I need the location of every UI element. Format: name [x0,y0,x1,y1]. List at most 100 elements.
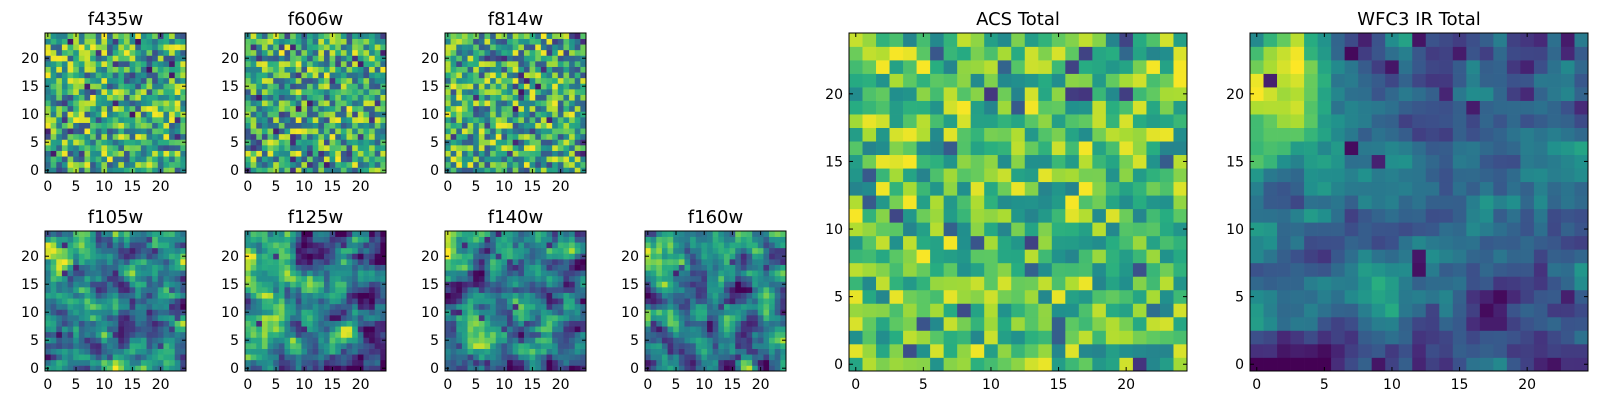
heatmap-cell [174,326,181,333]
heatmap-cell [101,117,108,123]
heatmap-cell [107,49,114,56]
heatmap-cell [107,264,114,271]
heatmap-cell [357,348,364,355]
heatmap-cell [490,72,497,79]
heatmap-cell [690,320,697,327]
heatmap-cell [318,236,325,243]
heatmap-cell [690,331,697,338]
heatmap-cell [718,298,725,305]
heatmap-cell [112,242,119,249]
heatmap-cell [735,292,742,299]
heatmap-cell [118,264,125,271]
heatmap-cell [180,320,187,327]
heatmap-cell [997,262,1012,277]
x-tick-label: 0 [443,179,452,195]
heatmap-cell [690,354,697,361]
heatmap-cell [50,72,57,79]
y-tick-label: 15 [421,79,439,95]
heatmap-cell [146,145,153,151]
heatmap-cell [363,77,370,84]
heatmap-cell [163,117,170,123]
heatmap-cell [67,259,74,265]
heatmap-cell [146,156,153,163]
heatmap-cell [369,331,376,338]
heatmap-cell [84,55,91,62]
heatmap-cell [78,117,85,123]
heatmap-cell [61,38,68,45]
heatmap-cell [490,111,497,118]
heatmap-cell [323,275,330,282]
heatmap-cell [45,275,51,282]
heatmap-cell [123,331,130,338]
heatmap-cell [95,145,102,151]
heatmap-cell [490,167,497,174]
heatmap-cell [256,161,263,168]
heatmap-cell [329,298,336,305]
heatmap-cell [101,242,108,249]
heatmap-cell [473,55,480,62]
heatmap-cell [163,236,170,243]
heatmap-cell [461,33,468,39]
heatmap-cell [295,309,302,316]
heatmap-cell [645,247,651,254]
heatmap-cell [374,145,381,151]
heatmap-cell [374,89,381,95]
heatmap-cell [678,247,685,254]
heatmap-cell [278,242,285,249]
heatmap-cell [478,49,485,56]
heatmap-cell [301,139,308,146]
heatmap-cell [335,365,342,372]
heatmap-cell [90,122,97,129]
heatmap-cell [340,94,347,101]
heatmap-cell [295,354,302,361]
heatmap-cell [495,354,502,361]
heatmap-cell [529,44,536,51]
heatmap-cell [101,145,108,151]
heatmap-cell [73,247,80,254]
heatmap-cell [740,320,747,327]
heatmap-cell [152,270,159,277]
heatmap-cell [261,122,268,129]
heatmap-cell [369,61,376,67]
heatmap-cell [250,309,257,316]
heatmap-cell [95,247,102,254]
heatmap-cell [245,105,251,112]
heatmap-cell [146,61,153,67]
heatmap-cell [495,298,502,305]
heatmap-cell [318,348,325,355]
heatmap-cell [295,264,302,271]
x-tick-label: 5 [272,179,281,195]
heatmap-cell [352,236,359,243]
heatmap-cell [84,83,91,90]
heatmap-cell [346,83,353,90]
heatmap-cell [695,253,702,260]
heatmap-cell [876,249,890,264]
heatmap-cell [163,94,170,101]
heatmap-cell [1146,168,1161,183]
heatmap-cell [1173,316,1188,331]
heatmap-cell [357,55,364,62]
heatmap-cell [461,259,468,265]
heatmap-cell [763,247,770,254]
heatmap-cell [169,105,176,112]
heatmap-cell [695,264,702,271]
heatmap-cell [718,270,725,277]
heatmap-cell [163,365,170,372]
heatmap-cell [261,77,268,84]
heatmap-cell [1159,195,1174,210]
heatmap-cell [557,292,564,299]
heatmap-cell [690,309,697,316]
heatmap-cell [346,270,353,277]
heatmap-cell [1119,168,1134,183]
heatmap-cell [256,33,263,39]
heatmap-cell [329,38,336,45]
heatmap-cell [284,259,291,265]
heatmap-cell [552,281,559,288]
heatmap-cell [295,320,302,327]
heatmap-cell [73,55,80,62]
heatmap-cell [535,309,542,316]
heatmap-cell [540,117,547,123]
heatmap-cell [267,111,274,118]
heatmap-cell [563,326,570,333]
heatmap-cell [507,259,514,265]
